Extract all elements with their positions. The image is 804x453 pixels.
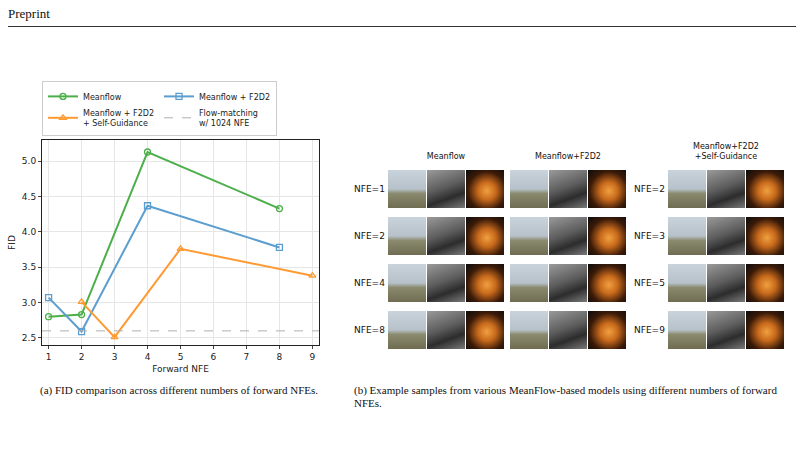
svg-text:5: 5 <box>178 352 184 362</box>
html-text:(b) Example samples from vario: (b) Example samples from various MeanFlo… <box>354 384 777 409</box>
html-text:(a) FID comparison across diff: (a) FID comparison across different numb… <box>40 384 319 396</box>
html-text:NFE=4: NFE=4 <box>354 278 385 288</box>
svg-text:2: 2 <box>79 352 85 362</box>
svg-text:Forward NFE: Forward NFE <box>152 364 209 374</box>
html-text:Preprint: Preprint <box>8 6 50 21</box>
svg-text:4.0: 4.0 <box>22 227 37 237</box>
svg-text:7: 7 <box>244 352 250 362</box>
html-text:Meanflow: Meanflow <box>426 152 466 161</box>
html-text:Meanflow+F2D2: Meanflow+F2D2 <box>693 142 759 151</box>
svg-text:Meanflow: Meanflow <box>83 93 122 102</box>
html-text:NFE=3: NFE=3 <box>634 231 665 241</box>
svg-text:3.0: 3.0 <box>22 298 37 308</box>
svg-text:9: 9 <box>310 352 316 362</box>
html-text:NFE=2: NFE=2 <box>354 231 385 241</box>
svg-text:Meanflow + F2D2+ Self-Guidance: Meanflow + F2D2+ Self-Guidance <box>83 109 154 128</box>
html-text:NFE=2: NFE=2 <box>634 184 665 194</box>
html-text:NFE=8: NFE=8 <box>354 325 385 335</box>
svg-text:Flow-matchingw/ 1024 NFE: Flow-matchingw/ 1024 NFE <box>199 109 258 128</box>
svg-text:Meanflow + F2D2: Meanflow + F2D2 <box>199 93 270 102</box>
svg-text:3.5: 3.5 <box>22 262 36 272</box>
html-text:+Self-Guidance: +Self-Guidance <box>694 152 758 161</box>
html-text:NFE=9: NFE=9 <box>634 325 665 335</box>
svg-text:1: 1 <box>46 352 52 362</box>
html-text:NFE=5: NFE=5 <box>634 278 665 288</box>
svg-text:2.5: 2.5 <box>22 333 36 343</box>
html-text:NFE=1: NFE=1 <box>354 184 385 194</box>
svg-text:4: 4 <box>145 352 151 362</box>
svg-text:6: 6 <box>211 352 217 362</box>
svg-text:3: 3 <box>112 352 118 362</box>
svg-text:4.5: 4.5 <box>22 192 36 202</box>
svg-text:FID: FID <box>7 235 17 250</box>
svg-text:5.0: 5.0 <box>22 156 37 166</box>
svg-text:8: 8 <box>277 352 283 362</box>
html-text:Meanflow+F2D2: Meanflow+F2D2 <box>535 152 601 161</box>
